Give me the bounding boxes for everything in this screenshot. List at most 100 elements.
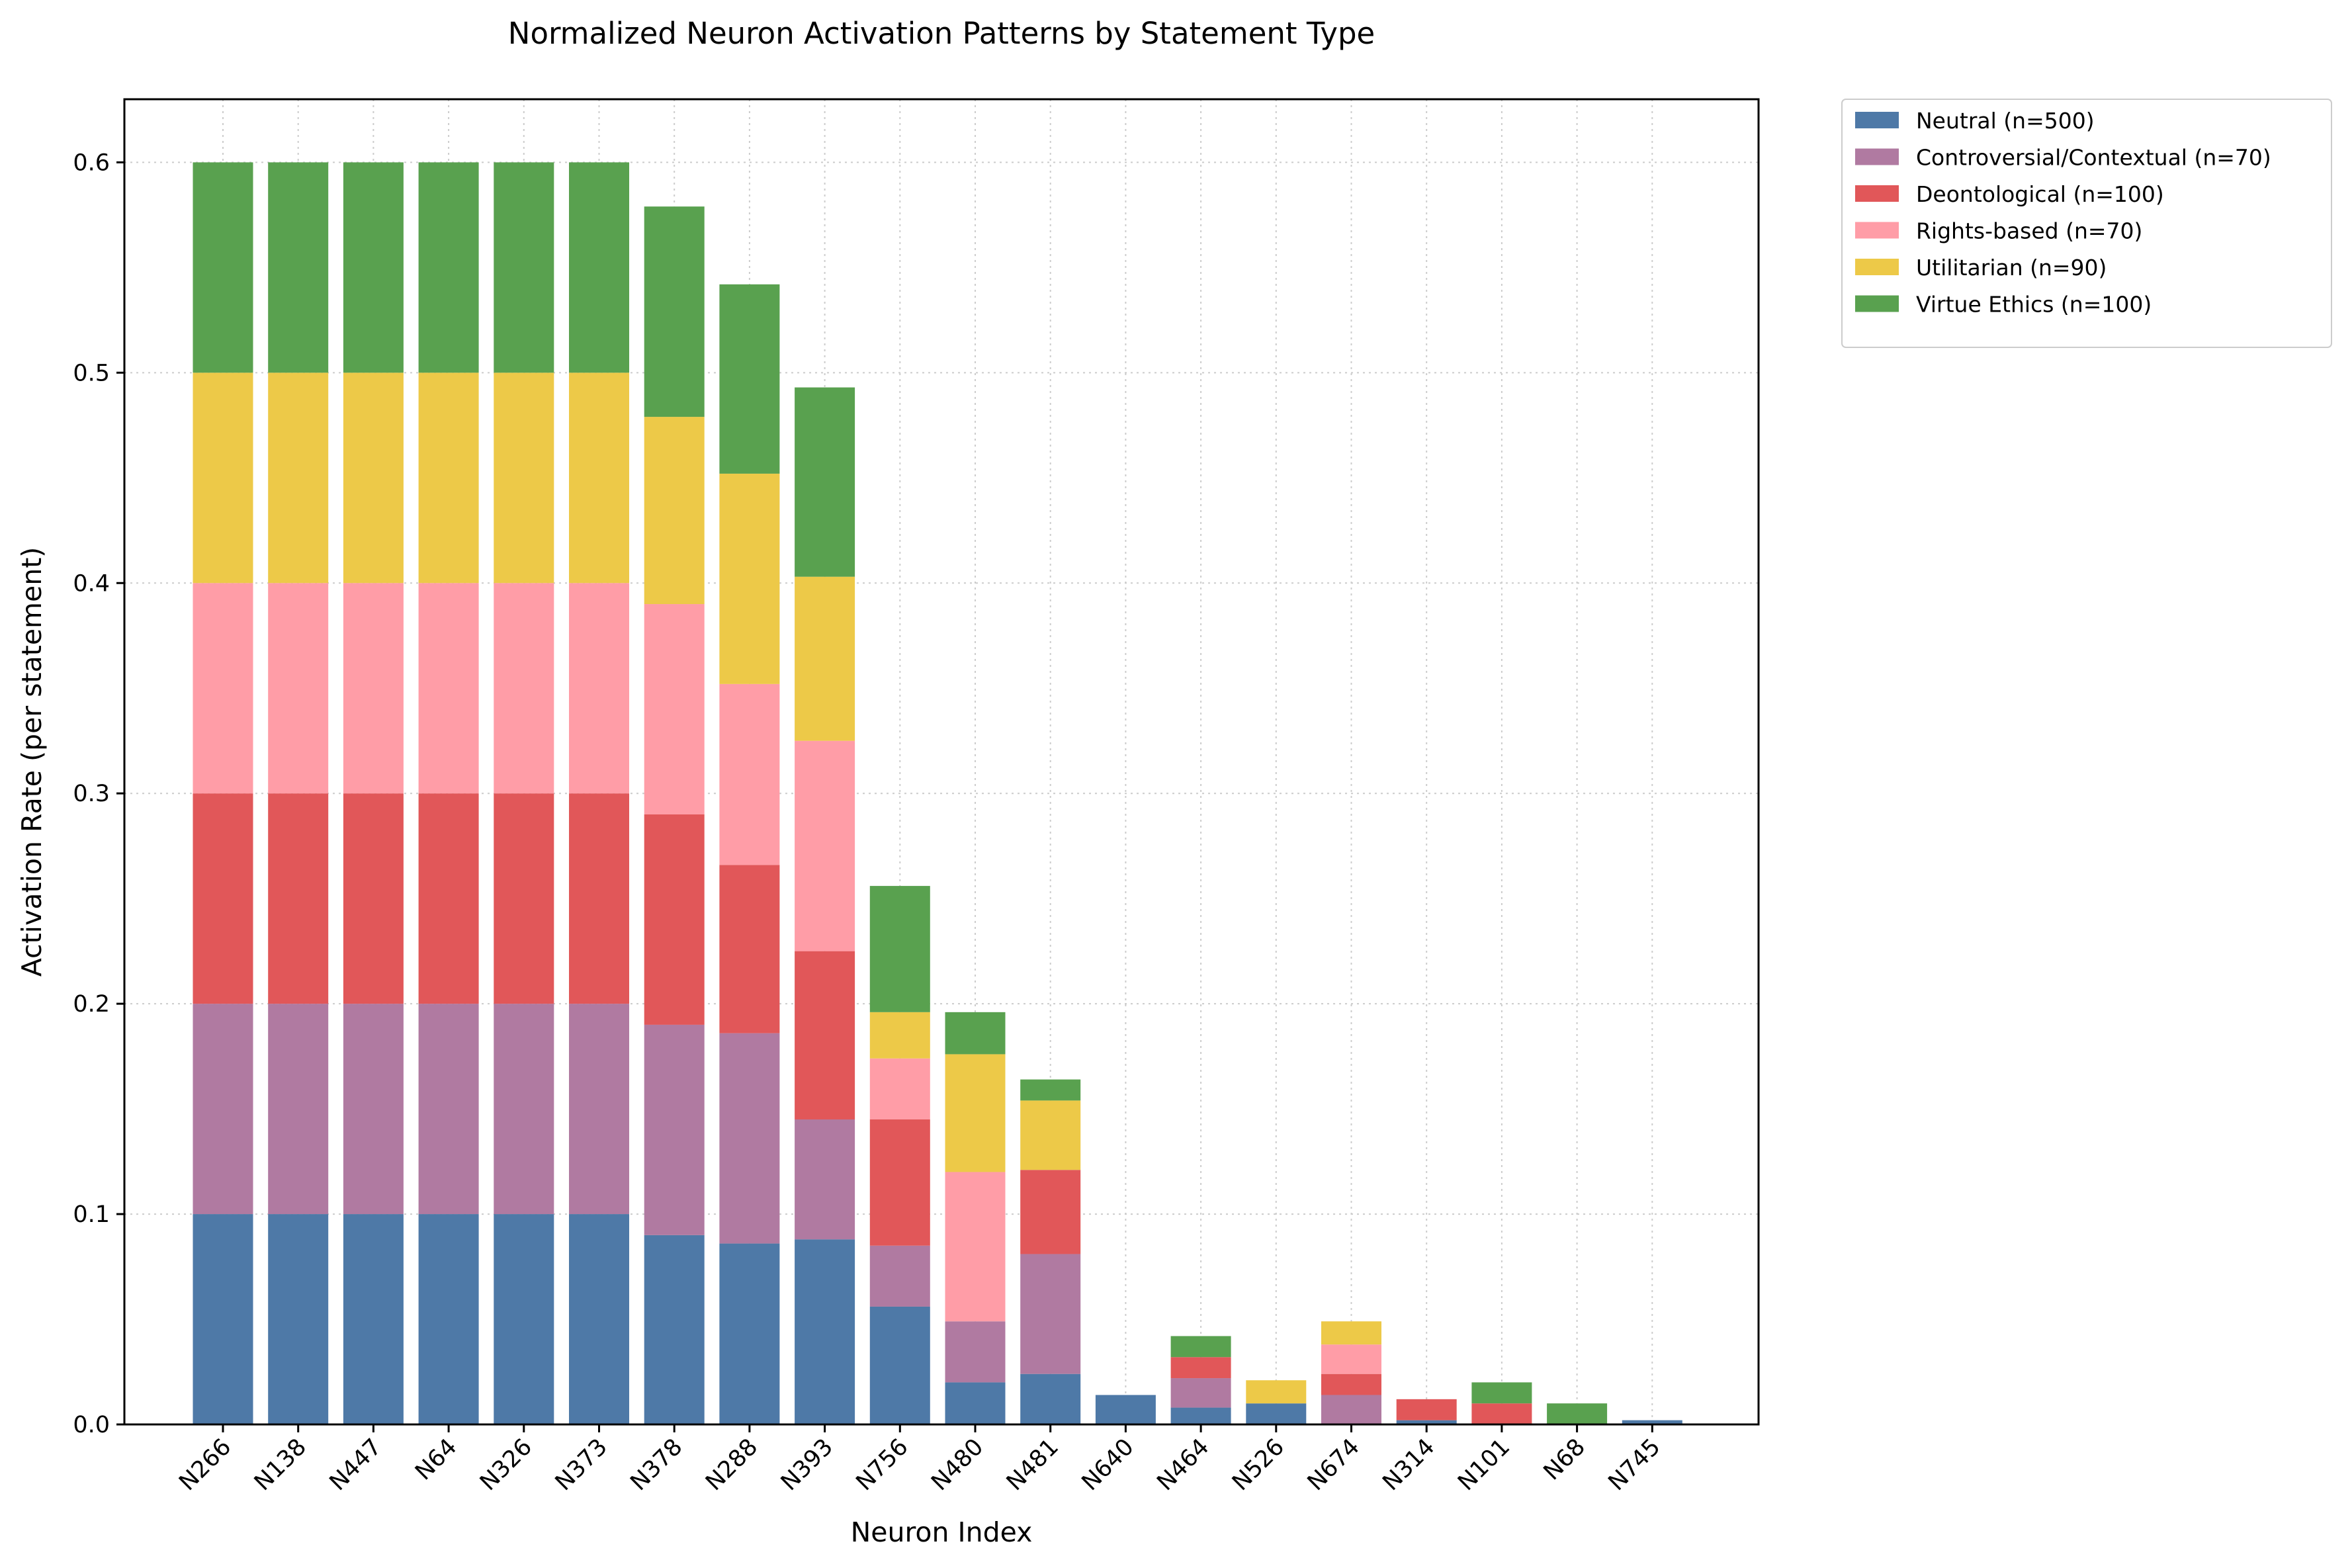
bar-segment	[1396, 1420, 1457, 1424]
y-axis: 0.0 0.1 0.2 0.3 0.4 0.5 0.6	[73, 150, 124, 1438]
bars	[193, 162, 1682, 1424]
y-tick-label: 0.3	[73, 781, 110, 807]
bar-segment	[719, 1033, 780, 1244]
bar-segment	[193, 793, 253, 1004]
bar-segment	[869, 1012, 930, 1059]
legend: Neutral (n=500) Controversial/Contextual …	[1841, 99, 2332, 348]
bar-segment	[795, 387, 855, 577]
bar-segment	[644, 1235, 705, 1424]
bar-segment	[644, 1024, 705, 1235]
legend-box	[1841, 99, 2332, 348]
bar-segment	[494, 1004, 554, 1215]
x-tick-label: N373	[550, 1434, 613, 1496]
y-tick-label: 0.5	[73, 360, 110, 386]
bar-segment	[1020, 1100, 1081, 1170]
bar-segment	[1396, 1399, 1457, 1420]
bar-segment	[1622, 1420, 1682, 1424]
x-tick-label: N447	[325, 1434, 387, 1496]
x-tick-label: N266	[174, 1434, 236, 1496]
bar-segment	[1170, 1336, 1231, 1358]
bar-segment	[945, 1054, 1006, 1172]
bar-segment	[719, 865, 780, 1033]
legend-swatch	[1855, 295, 1899, 312]
chart-title: Normalized Neuron Activation Patterns by…	[508, 16, 1375, 51]
bar-segment	[869, 1245, 930, 1307]
bar-segment	[945, 1172, 1006, 1322]
x-axis: N266 N138 N447 N64 N326 N373 N378 N288 N393 N756 N…	[174, 1424, 1666, 1496]
bar-segment	[795, 951, 855, 1119]
legend-swatch	[1855, 259, 1899, 275]
bar-segment	[418, 1004, 479, 1215]
x-tick-label: N326	[475, 1434, 537, 1496]
legend-label: Utilitarian (n=90)	[1916, 255, 2107, 281]
legend-label: Controversial/Contextual (n=70)	[1916, 145, 2271, 171]
x-tick-label: N393	[776, 1434, 838, 1496]
legend-label: Rights-based (n=70)	[1916, 218, 2142, 244]
bar-segment	[494, 793, 554, 1004]
bar-segment	[569, 583, 629, 794]
x-tick-label: N288	[701, 1434, 763, 1496]
bar-segment	[193, 372, 253, 584]
x-tick-label: N756	[851, 1434, 914, 1496]
legend-label: Virtue Ethics (n=100)	[1916, 292, 2152, 318]
x-tick-label: N526	[1227, 1434, 1289, 1496]
bar-segment	[795, 740, 855, 951]
bar-segment	[569, 1004, 629, 1215]
x-tick-label: N464	[1152, 1434, 1214, 1496]
x-tick-label: N101	[1453, 1434, 1515, 1496]
y-tick-label: 0.4	[73, 570, 110, 597]
bar-segment	[1321, 1344, 1381, 1374]
bar-segment	[1020, 1079, 1081, 1101]
bar-segment	[1246, 1403, 1307, 1424]
bar-segment	[343, 1004, 404, 1215]
legend-swatch	[1855, 112, 1899, 128]
bar-segment	[1170, 1378, 1231, 1408]
bar-segment	[1170, 1357, 1231, 1379]
bar-segment	[869, 1119, 930, 1246]
bar-segment	[1246, 1380, 1307, 1404]
bar-segment	[494, 162, 554, 373]
bar-segment	[494, 1214, 554, 1424]
bar-segment	[494, 583, 554, 794]
bar-segment	[719, 473, 780, 684]
bar-segment	[569, 1214, 629, 1424]
bar-segment	[945, 1321, 1006, 1383]
bar-segment	[1547, 1403, 1608, 1424]
bar-segment	[1321, 1395, 1381, 1424]
bar-segment	[795, 576, 855, 741]
plot-area-frame	[123, 98, 1760, 1426]
bar-segment	[193, 1214, 253, 1424]
bar-segment	[945, 1012, 1006, 1055]
x-tick-label: N745	[1604, 1434, 1666, 1496]
bar-segment	[418, 1214, 479, 1424]
bar-segment	[795, 1119, 855, 1240]
bar-segment	[1471, 1382, 1532, 1404]
bar-segment	[343, 162, 404, 373]
bar-segment	[1170, 1407, 1231, 1424]
bar-segment	[569, 793, 629, 1004]
x-tick-label: N138	[249, 1434, 312, 1496]
bar-segment	[343, 793, 404, 1004]
bar-segment	[343, 583, 404, 794]
bar-segment	[193, 583, 253, 794]
bar-segment	[494, 372, 554, 584]
x-tick-label: N68	[1539, 1434, 1590, 1485]
bar-segment	[719, 1243, 780, 1424]
legend-swatch	[1855, 148, 1899, 165]
bar-segment	[268, 1214, 329, 1424]
legend-swatch	[1855, 185, 1899, 202]
bar-segment	[193, 1004, 253, 1215]
bar-segment	[644, 206, 705, 417]
bar-segment	[719, 284, 780, 474]
bar-segment	[418, 793, 479, 1004]
bar-segment	[343, 372, 404, 584]
y-tick-label: 0.1	[73, 1201, 110, 1228]
bar-segment	[869, 1306, 930, 1424]
bar-segment	[418, 583, 479, 794]
bar-segment	[1471, 1403, 1532, 1424]
y-tick-label: 0.2	[73, 991, 110, 1018]
bar-segment	[945, 1382, 1006, 1424]
bar-segment	[869, 1058, 930, 1119]
bar-segment	[1095, 1395, 1156, 1424]
